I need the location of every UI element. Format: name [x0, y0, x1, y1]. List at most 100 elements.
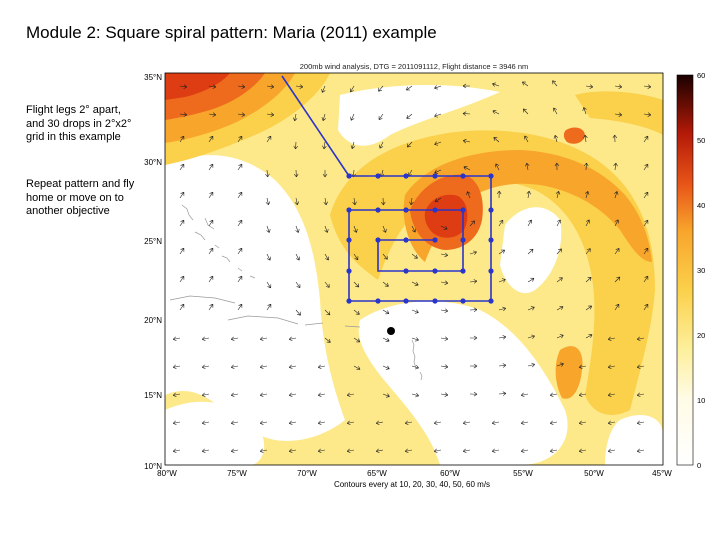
wind-arrow: [556, 277, 563, 283]
wind-arrow: [259, 336, 268, 342]
wind-arrow: [440, 308, 449, 313]
wind-arrow: [324, 225, 329, 233]
wind-arrow: [382, 253, 388, 260]
wind-arrow: [237, 275, 243, 283]
wind-arrow: [578, 392, 587, 398]
wind-arrow: [614, 112, 623, 117]
flight-track: [281, 75, 494, 335]
wind-arrow: [492, 82, 500, 87]
wind-arrow: [614, 248, 620, 255]
drop-point: [488, 268, 494, 274]
wind-arrow: [462, 111, 471, 116]
wind-arrow: [434, 169, 442, 174]
wind-arrow: [469, 220, 475, 227]
wind-arrow: [433, 420, 442, 426]
wind-arrow: [469, 307, 478, 313]
wind-arrow: [524, 135, 529, 143]
wind-arrow: [585, 84, 594, 89]
wind-arrow: [259, 420, 268, 426]
wind-arrow: [179, 191, 185, 199]
lon-label: 55°W: [513, 469, 533, 478]
lat-label: 15°N: [144, 391, 162, 400]
wind-arrow: [520, 448, 529, 454]
drop-point: [432, 237, 438, 243]
wind-arrow: [643, 303, 649, 311]
wind-arrow: [179, 247, 185, 255]
colorbar-label: 30: [697, 266, 705, 275]
wind-arrow: [346, 392, 355, 398]
wind-arrow: [607, 448, 616, 454]
wind-arrow: [288, 336, 297, 342]
colorbar-label: 60: [697, 71, 705, 80]
wind-arrow: [463, 166, 471, 171]
drop-point: [488, 298, 494, 304]
wind-arrow: [265, 197, 271, 206]
wind-arrow: [462, 83, 471, 89]
longitude-labels: 80°W 75°W 70°W 65°W 60°W 55°W 50°W 45°W: [157, 469, 672, 478]
drop-point: [346, 298, 352, 304]
wind-arrow: [434, 197, 442, 203]
wind-arrow: [208, 135, 214, 143]
wind-arrow: [237, 303, 243, 311]
map-header: 200mb wind analysis, DTG = 2011091112, F…: [300, 62, 528, 71]
wind-arrow: [201, 392, 210, 398]
wind-arrow: [201, 448, 210, 454]
wind-arrow: [498, 335, 507, 340]
wind-arrow: [259, 392, 268, 398]
drop-point: [403, 298, 409, 304]
wind-arrow: [433, 448, 442, 454]
wind-arrow: [208, 275, 214, 283]
wind-arrow: [469, 250, 477, 255]
wind-arrow: [578, 420, 587, 426]
wind-arrow: [469, 335, 478, 341]
wind-arrow: [237, 247, 243, 255]
wind-arrow: [237, 135, 243, 143]
wind-arrow: [172, 336, 181, 342]
lat-label: 20°N: [144, 316, 162, 325]
wind-arrow: [237, 84, 246, 89]
wind-arrow: [462, 138, 471, 144]
wind-arrow: [613, 162, 618, 171]
wind-arrow: [636, 392, 645, 398]
wind-arrow: [607, 364, 616, 370]
wind-arrow: [643, 219, 649, 227]
wind-arrow: [614, 276, 621, 283]
wind-arrow: [237, 191, 243, 199]
drop-point: [432, 207, 438, 213]
wind-arrow: [607, 336, 616, 342]
wind-arrow: [614, 303, 620, 311]
wind-arrow: [643, 191, 649, 199]
drop-point: [346, 237, 352, 243]
wind-arrow: [440, 280, 449, 285]
wind-arrow: [493, 137, 500, 143]
drop-point: [488, 207, 494, 213]
latitude-labels: 35°N 30°N 25°N 20°N 15°N 10°N: [144, 73, 162, 471]
slide-title: Module 2: Square spiral pattern: Maria (…: [26, 23, 437, 42]
wind-arrow: [266, 84, 275, 89]
wind-arrow: [462, 420, 471, 426]
wind-arrow: [172, 392, 181, 398]
wind-arrow: [382, 225, 387, 233]
wind-arrow: [643, 135, 649, 143]
wind-arrow: [237, 163, 243, 171]
drop-point: [460, 207, 466, 213]
wind-arrow: [440, 336, 449, 341]
colorbar-label: 50: [697, 136, 705, 145]
drop-point: [403, 207, 409, 213]
wind-arrow: [265, 169, 270, 178]
wind-arrow: [440, 392, 449, 397]
wind-arrow: [498, 391, 507, 396]
wind-arrow: [201, 420, 210, 426]
wind-arrow: [492, 110, 500, 115]
wind-arrow: [322, 169, 328, 178]
wind-arrow: [549, 448, 558, 454]
wind-arrow: [230, 336, 239, 342]
wind-arrow: [462, 448, 471, 454]
wind-arrow: [382, 365, 390, 370]
wind-arrow: [643, 84, 652, 89]
wind-arrow: [411, 225, 416, 233]
wind-arrow: [172, 420, 181, 426]
wind-arrow: [434, 85, 442, 90]
wind-arrow: [549, 420, 558, 426]
wind-arrow: [317, 364, 326, 370]
